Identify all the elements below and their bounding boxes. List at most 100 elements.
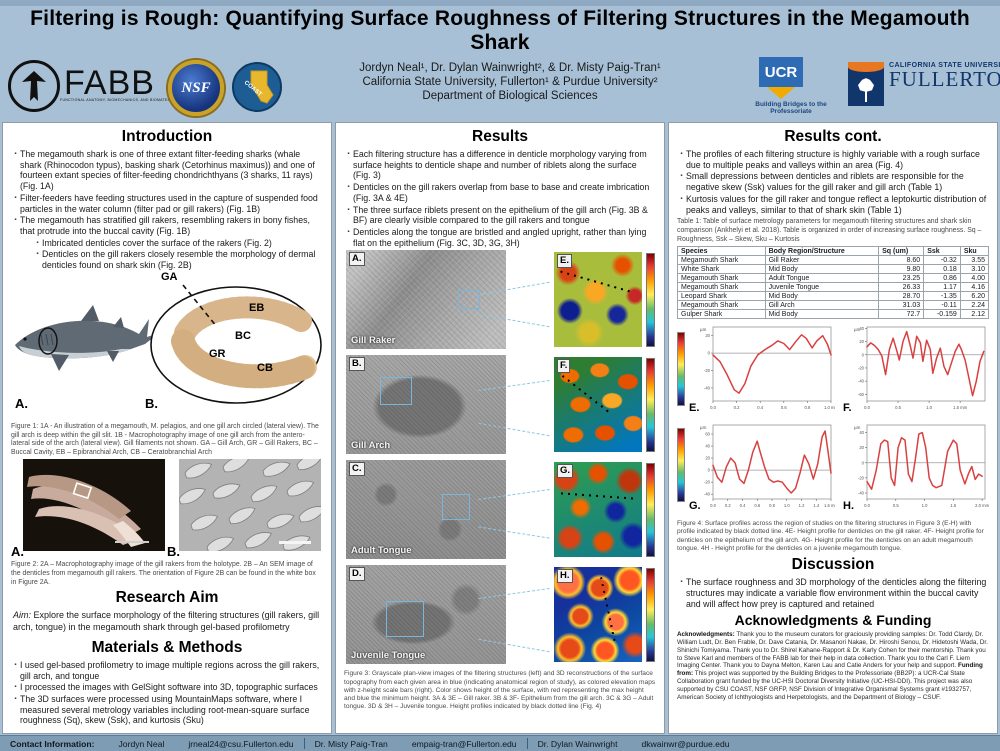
figure2b-label: B. bbox=[167, 544, 180, 560]
figure4h-chart: -40 -20 0 20 40 0.0 0.5 1.0 1.5 2.0 mm µm H. bbox=[843, 420, 989, 516]
figure3f-heightmap: F. bbox=[554, 357, 642, 453]
aim-text: Aim: Explore the surface morphology of t… bbox=[13, 610, 320, 632]
figure4-zscale-bar bbox=[677, 332, 685, 407]
svg-text:2.0 mm: 2.0 mm bbox=[975, 503, 989, 508]
svg-text:1.2: 1.2 bbox=[799, 503, 805, 508]
svg-text:1.4: 1.4 bbox=[813, 503, 819, 508]
figure3g-heightmap: G. bbox=[554, 462, 642, 558]
methods-bullet: ▪ I processed the images with GelSight so… bbox=[14, 682, 318, 693]
figure3b-roi-box bbox=[380, 377, 412, 406]
svg-text:1.5: 1.5 bbox=[950, 503, 956, 508]
contact-email[interactable]: empaig-tran@Fullerton.edu bbox=[411, 738, 517, 749]
svg-text:0: 0 bbox=[862, 460, 865, 465]
table-row: Megamouth Shark Adult Tongue 23.25 0.86 4.00 bbox=[677, 273, 990, 284]
figure4-caption: Figure 4: Surface profiles across the re… bbox=[677, 520, 984, 552]
column-results-cont: Results cont. ▪ The profiles of each filt… bbox=[668, 122, 998, 734]
svg-text:0: 0 bbox=[708, 468, 711, 473]
methods-bullet: ▪ The 3D surfaces were processed using Mo… bbox=[14, 693, 310, 726]
svg-text:CB: CB bbox=[257, 362, 273, 374]
acknowledgments-heading: Acknowledgments & Funding bbox=[734, 612, 932, 629]
figure3a-roi-box bbox=[458, 290, 480, 310]
svg-text:-60: -60 bbox=[858, 392, 865, 397]
svg-text:60: 60 bbox=[705, 432, 710, 437]
results-bullet: ▪ The three surface riblets present on th… bbox=[347, 204, 648, 226]
figure3d-roi-box bbox=[386, 601, 424, 638]
svg-text:1.0: 1.0 bbox=[784, 503, 790, 508]
figure1b-label: B. bbox=[145, 395, 158, 411]
svg-text:-40: -40 bbox=[858, 379, 865, 384]
figure1-caption: Figure 1: 1A - An illustration of a mega… bbox=[11, 422, 319, 456]
results-bullet: ▪ Denticles on the gill rakers overlap fr… bbox=[347, 182, 650, 203]
svg-text:0.6: 0.6 bbox=[781, 405, 787, 410]
results2-bullet: ▪ Small depressions between denticles and… bbox=[680, 171, 964, 193]
figure3f-zscale-bar bbox=[646, 358, 655, 453]
svg-text:-20: -20 bbox=[704, 480, 711, 485]
methods-bullet: ▪ I used gel-based profilometry to image … bbox=[14, 659, 320, 681]
figure3b-structure-label: Gill Arch bbox=[351, 440, 391, 452]
svg-text:µm: µm bbox=[700, 425, 707, 430]
figure4g-label: G. bbox=[689, 500, 701, 513]
figure2a-macro-photo bbox=[23, 459, 165, 552]
table-row: Leopard Shark Mid Body 28.70 -1.35 6.20 bbox=[677, 291, 990, 302]
svg-text:-20: -20 bbox=[858, 476, 865, 481]
ucr-logo-triangle bbox=[767, 87, 795, 99]
figure3a-grayscale-image: A. Gill Raker bbox=[346, 250, 506, 350]
intro-sub-bullet: ▪ Imbricated denticles cover the surface … bbox=[36, 237, 272, 248]
figure3a-letter: A. bbox=[349, 252, 365, 266]
csuf-line2: FULLERTON™ bbox=[889, 67, 1000, 91]
results-heading: Results bbox=[472, 128, 528, 145]
figure3-caption: Figure 3: Grayscale plan-view images of … bbox=[344, 670, 656, 711]
csuf-logo: CALIFORNIA STATE UNIVERSITY FULLERTON™ bbox=[848, 62, 1000, 106]
svg-text:0.4: 0.4 bbox=[757, 405, 763, 410]
affiliation-line: California State University, Fullerton¹ … bbox=[362, 76, 658, 88]
svg-text:1.0: 1.0 bbox=[922, 503, 928, 508]
figure3h-zscale-bar bbox=[646, 568, 655, 663]
svg-text:20: 20 bbox=[859, 445, 864, 450]
intro-heading: Introduction bbox=[121, 128, 213, 145]
table1-header-row: Species Body Region/Structure Sq (um) Ssk Sk… bbox=[677, 246, 990, 257]
figure3c-letter: C. bbox=[349, 462, 365, 476]
svg-text:0.4: 0.4 bbox=[740, 503, 746, 508]
svg-text:-20: -20 bbox=[704, 368, 711, 373]
figure3h-letter: H. bbox=[557, 569, 573, 583]
svg-text:0.0: 0.0 bbox=[864, 405, 870, 410]
coast-logo: COAST bbox=[232, 62, 282, 112]
fabb-tagline: FUNCTIONAL ANATOMY, BIOMECHANICS, AND BI… bbox=[60, 97, 189, 102]
figure2a-label: A. bbox=[11, 544, 24, 560]
discussion-heading: Discussion bbox=[791, 556, 875, 574]
svg-text:0.2: 0.2 bbox=[734, 405, 740, 410]
results2-bullet: ▪ The profiles of each filtering structur… bbox=[680, 149, 980, 170]
figure3b-grayscale-image: B. Gill Arch bbox=[346, 355, 506, 455]
intro-sub-bullet: ▪ Denticles on the gill rakers closely re… bbox=[36, 249, 316, 271]
author-block: Jordyn Neal¹, Dr. Dylan Wainwright², & D… bbox=[300, 62, 720, 102]
svg-text:1.5 mm: 1.5 mm bbox=[953, 405, 967, 410]
contact-email[interactable]: jrneal24@csu.Fullerton.edu bbox=[188, 738, 294, 749]
svg-text:20: 20 bbox=[705, 333, 710, 338]
svg-text:-40: -40 bbox=[858, 491, 865, 496]
results2-heading: Results cont. bbox=[784, 128, 882, 145]
table-row: Gulper Shark Mid Body 72.7 -0.159 2.12 bbox=[677, 309, 990, 320]
svg-text:1.0 mm: 1.0 mm bbox=[824, 405, 835, 410]
figure4e-chart: -40 -20 0 20 0.0 0.2 0.4 0.6 0.8 1.0 mm µm E. bbox=[689, 322, 835, 418]
figure3-row-adult-tongue: C. Adult Tongue G. bbox=[344, 460, 656, 563]
figure1: A. B. EB BC GR CB GA bbox=[11, 271, 323, 421]
top-strip bbox=[0, 0, 1000, 6]
svg-text:µm: µm bbox=[854, 425, 861, 430]
ucr-logo-mark: UCR bbox=[759, 57, 803, 87]
column-introduction: Introduction ▪ The megamouth shark is one… bbox=[2, 122, 332, 734]
figure4g-chart: -40 -20 0 20 40 60 0.0 0.2 0.4 0.6 0.8 1.0 1.2 1.4 1.6… bbox=[689, 420, 835, 516]
table-row: Megamouth Shark Gill Arch 31.03 -0.11 2.24 bbox=[677, 300, 990, 311]
table-row: Megamouth Shark Juvenile Tongue 26.33 1.17 4… bbox=[677, 282, 990, 293]
svg-text:-40: -40 bbox=[704, 386, 711, 391]
fabb-logo: FABB FUNCTIONAL ANATOMY, BIOMECHANICS, A… bbox=[8, 60, 188, 112]
svg-text:0.5: 0.5 bbox=[893, 503, 899, 508]
fabb-logo-text: FABB bbox=[64, 64, 155, 103]
figure4e-label: E. bbox=[689, 402, 700, 415]
figure3c-structure-label: Adult Tongue bbox=[351, 545, 412, 557]
svg-text:20: 20 bbox=[859, 339, 864, 344]
contact-email[interactable]: dkwainwr@purdue.edu bbox=[641, 738, 730, 749]
svg-text:0.0: 0.0 bbox=[710, 405, 716, 410]
contact-footer: Contact Information: Jordyn Neal jrneal2… bbox=[0, 735, 1000, 751]
